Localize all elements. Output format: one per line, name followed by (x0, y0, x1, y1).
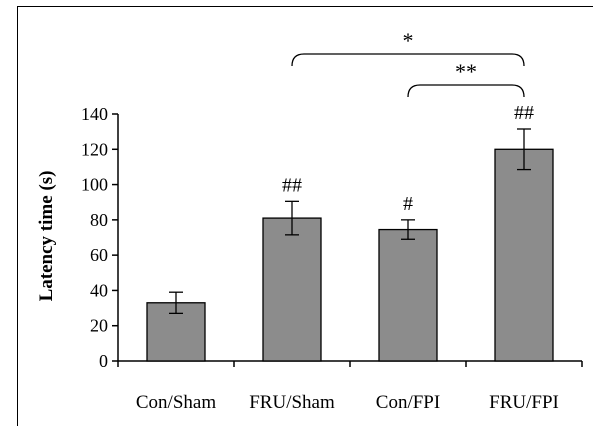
significance-bracket (291, 53, 525, 67)
y-tick-label: 140 (81, 104, 108, 124)
y-tick-label: 60 (90, 245, 108, 265)
bar-annotation: ## (514, 102, 534, 124)
bar (262, 217, 322, 362)
bar (494, 148, 554, 362)
bars (146, 128, 554, 362)
y-axis-label: Latency time (s) (36, 171, 57, 302)
chart-frame (17, 6, 593, 426)
labels: 0 20 40 60 80 100 120 140 Con/Sham ## FRU/Sham # Con… (81, 28, 559, 413)
y-tick-label: 40 (90, 280, 108, 300)
category-label: Con/FPI (376, 392, 440, 413)
y-tick-label: 100 (81, 175, 108, 195)
significance-label: ** (455, 59, 477, 84)
y-tick-label: 0 (99, 351, 108, 371)
bar (378, 228, 438, 362)
y-tick-label: 20 (90, 316, 108, 336)
y-tick-label: 120 (81, 139, 108, 159)
bar-annotation: # (403, 193, 413, 215)
y-tick-label: 80 (90, 210, 108, 230)
significance-label: * (403, 28, 414, 53)
bar-annotation: ## (282, 174, 302, 196)
category-label: FRU/Sham (249, 392, 335, 413)
significance-bracket (407, 84, 525, 98)
category-label: FRU/FPI (489, 392, 559, 413)
category-label: Con/Sham (136, 392, 216, 413)
